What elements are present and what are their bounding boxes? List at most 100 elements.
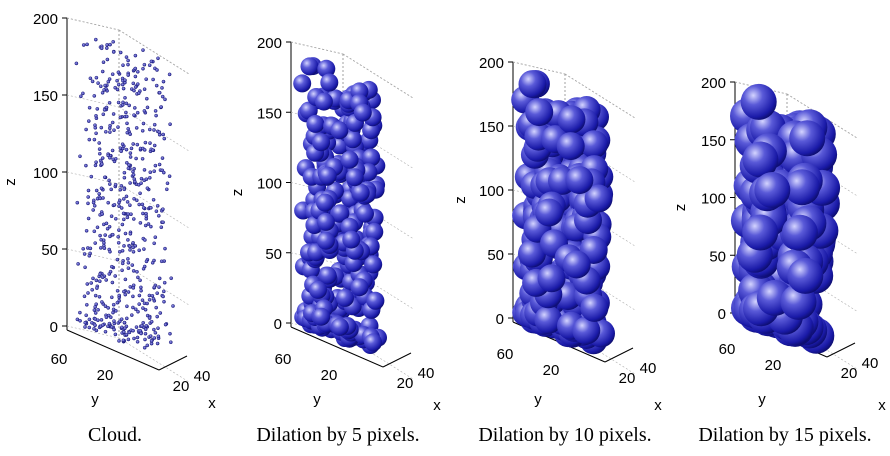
data-point <box>125 215 130 220</box>
data-point <box>113 332 118 337</box>
y-axis-label: y <box>758 391 766 408</box>
data-point <box>130 263 135 267</box>
data-point <box>155 341 160 346</box>
data-point <box>102 240 106 245</box>
data-point <box>94 114 98 118</box>
data-point <box>293 74 312 93</box>
data-point <box>124 110 128 115</box>
data-point <box>151 296 156 301</box>
data-point <box>141 211 145 216</box>
x-tick-label: 20 <box>841 365 858 382</box>
grid-line <box>734 81 788 95</box>
data-point <box>141 320 145 325</box>
data-point <box>148 170 153 174</box>
data-point <box>129 212 133 216</box>
data-point <box>84 163 88 168</box>
data-point <box>159 225 164 229</box>
data-point <box>106 306 110 310</box>
data-point <box>143 140 148 145</box>
data-point <box>118 115 123 120</box>
data-point <box>131 249 136 254</box>
data-point <box>127 103 131 108</box>
data-point <box>152 169 156 173</box>
data-point <box>144 96 149 101</box>
data-point <box>162 280 167 285</box>
grid-line <box>118 183 190 229</box>
data-point <box>101 112 106 117</box>
data-point <box>98 279 102 284</box>
data-point <box>140 298 145 303</box>
data-point <box>122 330 126 334</box>
data-point <box>158 311 163 315</box>
caption-panel-1: Cloud. <box>88 424 142 446</box>
data-point <box>147 127 152 132</box>
data-point <box>147 297 152 302</box>
data-point <box>103 175 107 180</box>
data-point <box>154 209 159 213</box>
grid-line <box>342 53 414 99</box>
data-point <box>565 166 594 195</box>
data-point <box>365 222 384 241</box>
data-point <box>131 142 135 146</box>
data-point <box>125 304 129 309</box>
data-point <box>119 317 124 322</box>
data-point <box>120 268 124 273</box>
x-axis-line <box>604 347 634 363</box>
data-point <box>94 302 98 307</box>
data-point <box>157 130 162 134</box>
data-point <box>93 163 98 168</box>
data-point <box>161 132 165 137</box>
data-point <box>143 337 147 342</box>
data-point <box>84 127 88 132</box>
data-point <box>117 200 121 205</box>
data-point <box>123 231 128 236</box>
data-point <box>152 336 157 340</box>
data-point <box>351 183 370 202</box>
data-point <box>107 313 111 318</box>
data-point <box>94 278 99 283</box>
data-point <box>87 317 92 322</box>
data-point <box>356 204 374 223</box>
data-point <box>147 175 152 180</box>
data-point <box>100 156 105 160</box>
point-cloud <box>74 37 175 350</box>
data-point <box>136 275 140 280</box>
data-point <box>318 266 337 285</box>
data-point <box>106 200 110 205</box>
x-axis-label: x <box>208 395 216 412</box>
data-point <box>107 101 112 105</box>
data-point <box>150 293 155 298</box>
data-point <box>364 333 383 352</box>
data-point <box>123 96 127 100</box>
data-point <box>140 202 145 207</box>
data-point <box>94 37 98 42</box>
data-point <box>92 229 97 234</box>
y-tick-label: 60 <box>275 351 292 368</box>
data-point <box>108 249 112 254</box>
data-point <box>147 316 152 320</box>
data-point <box>138 221 143 225</box>
data-point <box>99 125 104 130</box>
data-point <box>108 42 112 47</box>
data-point <box>152 327 156 332</box>
data-point <box>100 212 104 216</box>
data-point <box>137 302 141 306</box>
z-tick-label: 200 <box>257 35 282 52</box>
data-point <box>134 126 139 130</box>
data-point <box>122 187 127 192</box>
data-point <box>103 83 107 88</box>
x-tick-label: 20 <box>173 378 190 395</box>
data-point <box>314 92 333 111</box>
data-point <box>110 295 114 300</box>
data-point <box>91 208 95 212</box>
y-tick-label: 20 <box>765 357 782 374</box>
data-point <box>139 181 143 185</box>
data-point <box>132 196 136 201</box>
data-point <box>125 114 129 119</box>
data-point <box>126 257 130 261</box>
data-point <box>81 43 86 47</box>
data-point <box>132 106 137 110</box>
data-point <box>86 291 90 295</box>
data-point <box>111 50 116 54</box>
data-point <box>99 237 103 242</box>
